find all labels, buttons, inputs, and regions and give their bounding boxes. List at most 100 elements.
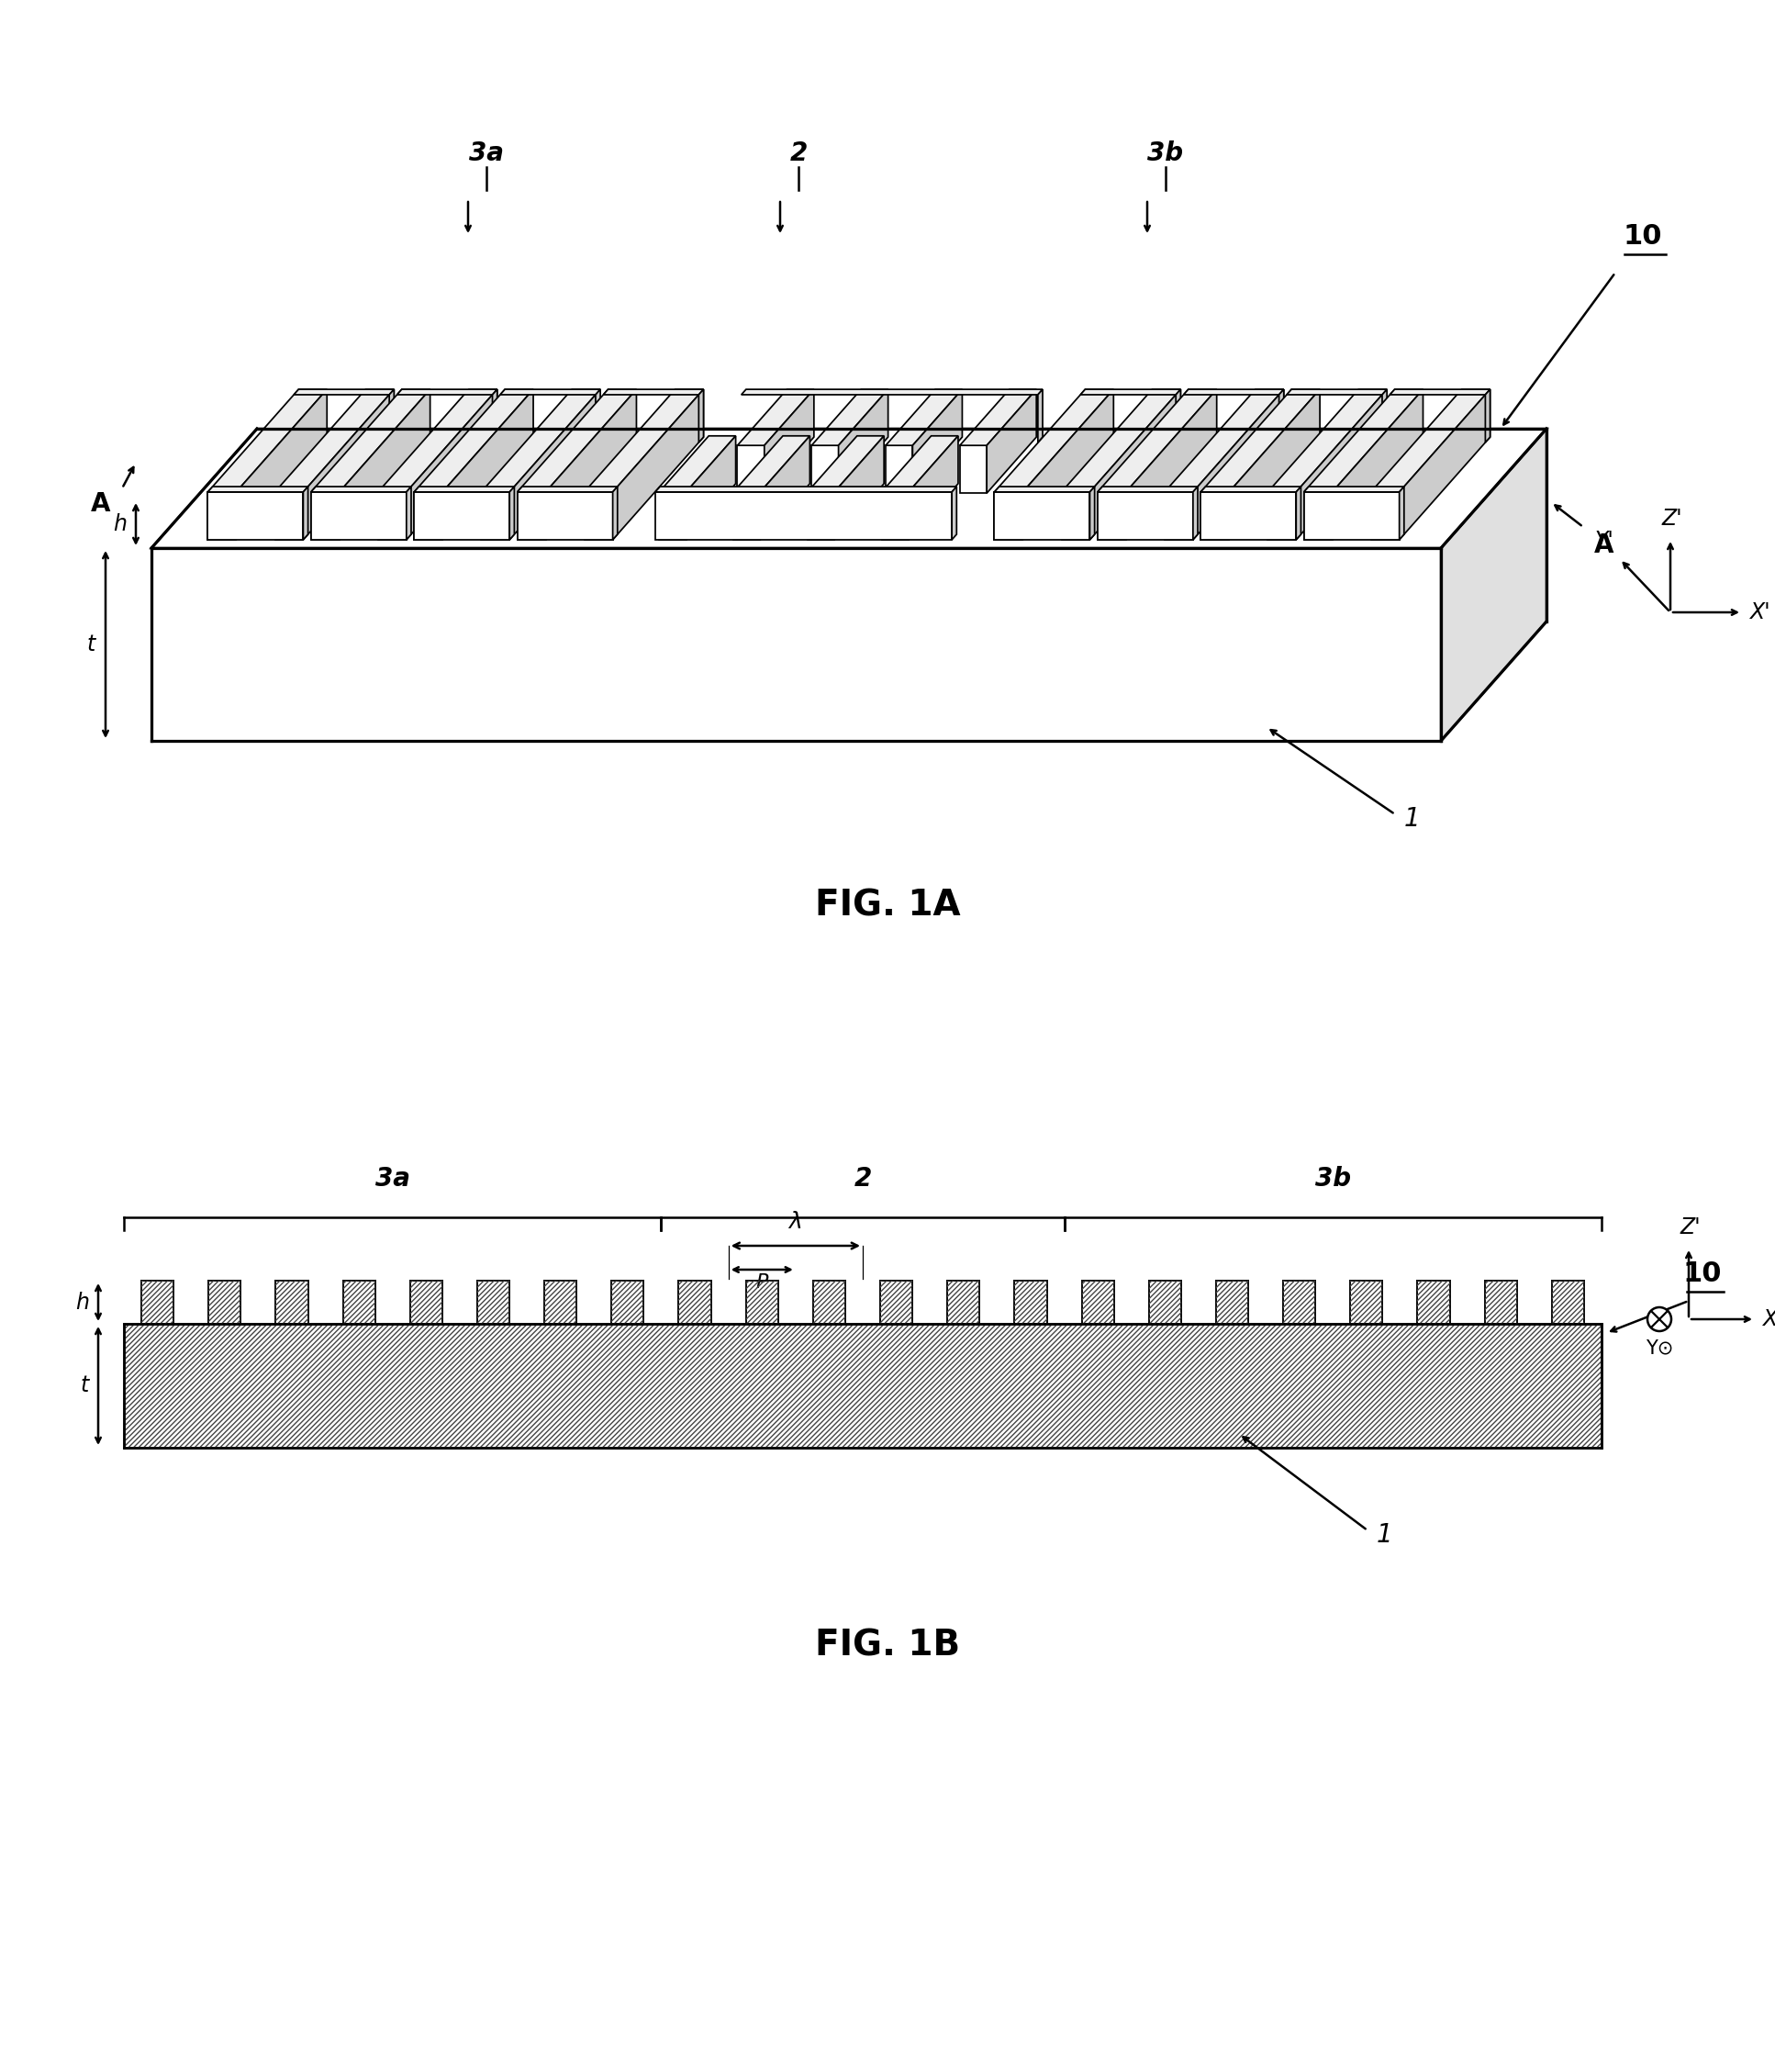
Text: 3a: 3a: [469, 141, 504, 166]
Bar: [343, 1280, 375, 1324]
Polygon shape: [414, 491, 442, 539]
Polygon shape: [414, 487, 515, 491]
Polygon shape: [1200, 390, 1321, 491]
Polygon shape: [1287, 390, 1386, 394]
Polygon shape: [612, 390, 703, 539]
Polygon shape: [492, 390, 497, 443]
Text: 3b: 3b: [1315, 1167, 1351, 1191]
Polygon shape: [838, 390, 888, 493]
Polygon shape: [951, 487, 957, 539]
Bar: [1216, 1280, 1248, 1324]
Polygon shape: [882, 435, 959, 491]
Text: 2: 2: [854, 1167, 872, 1191]
Polygon shape: [1081, 390, 1180, 394]
Polygon shape: [604, 390, 703, 394]
Polygon shape: [304, 487, 309, 539]
Text: 2: 2: [790, 141, 808, 166]
Polygon shape: [886, 445, 912, 493]
Polygon shape: [1200, 491, 1228, 539]
Polygon shape: [994, 487, 1095, 491]
Bar: [612, 1280, 644, 1324]
Polygon shape: [304, 390, 394, 539]
Polygon shape: [886, 390, 962, 445]
Polygon shape: [584, 390, 703, 491]
Polygon shape: [311, 390, 430, 491]
Polygon shape: [1200, 487, 1301, 491]
Polygon shape: [1193, 487, 1198, 539]
Polygon shape: [311, 487, 412, 491]
Polygon shape: [1038, 390, 1042, 443]
Text: Z': Z': [1681, 1216, 1700, 1239]
Polygon shape: [811, 390, 888, 445]
Polygon shape: [311, 491, 339, 539]
Polygon shape: [737, 445, 765, 493]
Bar: [746, 1280, 777, 1324]
Bar: [1283, 1280, 1315, 1324]
Bar: [1418, 1280, 1450, 1324]
Polygon shape: [1390, 390, 1489, 394]
Bar: [1148, 1280, 1180, 1324]
Polygon shape: [1280, 390, 1283, 443]
Polygon shape: [406, 390, 497, 539]
Circle shape: [1647, 1307, 1672, 1330]
Text: Y': Y': [1594, 530, 1613, 551]
Text: X': X': [1763, 1307, 1775, 1330]
Polygon shape: [912, 390, 962, 493]
Polygon shape: [311, 491, 406, 539]
Polygon shape: [517, 491, 612, 539]
Bar: [1148, 1280, 1180, 1324]
Polygon shape: [1022, 390, 1113, 539]
Polygon shape: [808, 491, 834, 539]
Bar: [1015, 1280, 1047, 1324]
Polygon shape: [1061, 390, 1180, 491]
Polygon shape: [1164, 390, 1283, 491]
Polygon shape: [1486, 390, 1489, 443]
Polygon shape: [509, 487, 515, 539]
Bar: [208, 1280, 241, 1324]
Polygon shape: [960, 445, 987, 493]
Bar: [678, 1280, 712, 1324]
Polygon shape: [834, 435, 884, 539]
Bar: [208, 1280, 241, 1324]
Polygon shape: [481, 491, 509, 539]
Polygon shape: [659, 435, 735, 491]
Polygon shape: [545, 390, 637, 539]
Bar: [1551, 1280, 1583, 1324]
Bar: [813, 1280, 845, 1324]
Polygon shape: [1184, 390, 1283, 394]
Polygon shape: [1228, 390, 1321, 539]
Polygon shape: [1370, 491, 1399, 539]
Polygon shape: [1305, 487, 1404, 491]
Polygon shape: [994, 491, 1090, 539]
Polygon shape: [389, 390, 394, 443]
Polygon shape: [517, 487, 618, 491]
Bar: [1551, 1280, 1583, 1324]
Polygon shape: [909, 435, 959, 539]
Polygon shape: [1164, 491, 1193, 539]
Text: FIG. 1B: FIG. 1B: [815, 1629, 960, 1662]
Polygon shape: [733, 435, 809, 491]
Polygon shape: [275, 491, 304, 539]
Polygon shape: [1296, 390, 1386, 539]
Polygon shape: [442, 390, 532, 539]
Text: 3a: 3a: [375, 1167, 410, 1191]
Bar: [948, 1280, 980, 1324]
Bar: [124, 1324, 1601, 1448]
Text: 10: 10: [1624, 224, 1663, 251]
Text: h: h: [114, 514, 126, 535]
Bar: [275, 1280, 307, 1324]
Bar: [1351, 1280, 1383, 1324]
Text: t: t: [80, 1374, 89, 1397]
Polygon shape: [398, 390, 497, 394]
Polygon shape: [236, 390, 327, 539]
Polygon shape: [760, 435, 809, 539]
Text: 1: 1: [1377, 1523, 1393, 1548]
Bar: [948, 1280, 980, 1324]
Bar: [1351, 1280, 1383, 1324]
Text: 3b: 3b: [1148, 141, 1184, 166]
Polygon shape: [808, 435, 884, 491]
Polygon shape: [655, 491, 951, 539]
Bar: [275, 1280, 307, 1324]
Polygon shape: [1441, 429, 1546, 742]
Polygon shape: [1383, 390, 1386, 443]
